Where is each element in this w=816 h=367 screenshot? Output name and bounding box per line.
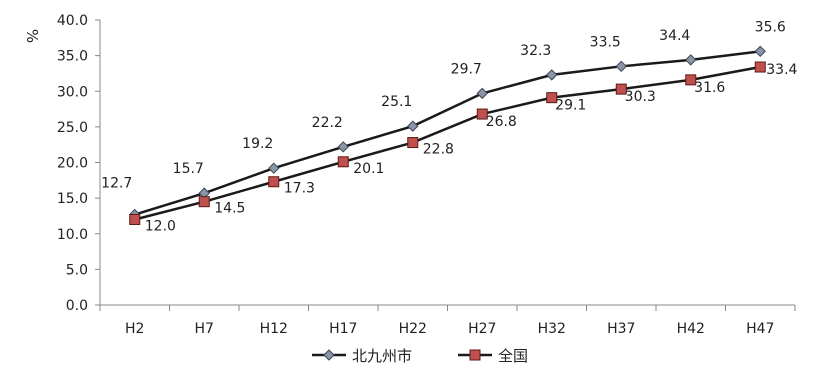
x-tick-label: H22 (399, 321, 427, 337)
data-label: 12.7 (101, 176, 132, 192)
series-line-1 (134, 65, 761, 221)
y-tick-label: 35.0 (57, 49, 88, 65)
data-point (685, 54, 697, 66)
data-label: 19.2 (242, 136, 273, 152)
data-point (407, 137, 419, 149)
x-tick-label: H32 (538, 321, 566, 337)
y-tick-label: 0.0 (66, 298, 88, 314)
data-label: 31.6 (694, 80, 725, 96)
y-tick-label: 15.0 (57, 191, 88, 207)
data-label: 14.5 (214, 201, 245, 217)
x-tick-label: H7 (195, 321, 214, 337)
data-label: 22.8 (423, 142, 454, 158)
legend-marker (469, 349, 481, 361)
data-point (546, 69, 558, 81)
data-point (337, 141, 349, 153)
y-tick-label: 25.0 (57, 120, 88, 136)
data-label: 26.8 (486, 114, 517, 130)
y-tick-label: 40.0 (57, 13, 88, 29)
data-label: 34.4 (659, 28, 690, 44)
data-point (754, 61, 766, 73)
data-labels-layer: 12.7 15.7 19.2 22.2 25.1 29.7 32.3 33.5 34.4 35.6… (101, 19, 797, 234)
data-label: 22.2 (312, 115, 343, 131)
x-tick-label: H2 (125, 321, 144, 337)
data-point (546, 92, 558, 104)
data-point (268, 162, 280, 174)
data-label: 30.3 (625, 89, 656, 105)
x-tick-label: H12 (260, 321, 288, 337)
legend-item-0: 北九州市 (312, 347, 412, 365)
series-line-0 (134, 50, 761, 216)
data-label: 17.3 (284, 181, 315, 197)
series-1 (129, 61, 766, 225)
data-label: 25.1 (381, 94, 412, 110)
axes: 0.0 5.0 10.0 15.0 20.0 25.0 30.0 35.0 40.0 H2 H7 H1… (57, 13, 796, 337)
legend-label: 全国 (498, 347, 528, 365)
y-tick-label: 20.0 (57, 156, 88, 172)
y-axis-unit-label: % (23, 29, 41, 43)
data-label: 29.7 (451, 61, 482, 77)
data-label: 35.6 (755, 19, 786, 35)
data-point (476, 108, 488, 120)
x-tick-label: H42 (677, 321, 705, 337)
data-label: 15.7 (173, 161, 204, 177)
legend-item-1: 全国 (458, 347, 528, 365)
series-layer (129, 45, 766, 225)
y-tick-label: 5.0 (66, 262, 88, 278)
data-point (268, 176, 280, 188)
series-0 (129, 45, 766, 221)
y-tick-label: 30.0 (57, 84, 88, 100)
data-label: 33.4 (766, 62, 797, 78)
data-point (198, 196, 210, 208)
data-point (476, 87, 488, 100)
data-point (754, 45, 766, 58)
data-label: 33.5 (590, 34, 621, 50)
legend-marker (323, 349, 335, 361)
data-point (129, 214, 141, 225)
y-tick-label: 10.0 (57, 227, 88, 243)
data-label: 12.0 (145, 219, 176, 235)
data-label: 20.1 (353, 161, 384, 177)
data-point (685, 74, 697, 86)
data-point (615, 83, 627, 95)
x-tick-label: H17 (329, 321, 357, 337)
x-tick-label: H27 (468, 321, 496, 337)
legend-label: 北九州市 (352, 347, 412, 365)
data-label: 29.1 (555, 98, 586, 114)
legend: 北九州市 全国 (312, 347, 528, 365)
data-point (615, 60, 627, 73)
x-tick-label: H47 (746, 321, 774, 337)
x-tick-label: H37 (607, 321, 635, 337)
data-point (407, 120, 419, 132)
data-label: 32.3 (520, 43, 551, 59)
data-point (337, 156, 349, 168)
